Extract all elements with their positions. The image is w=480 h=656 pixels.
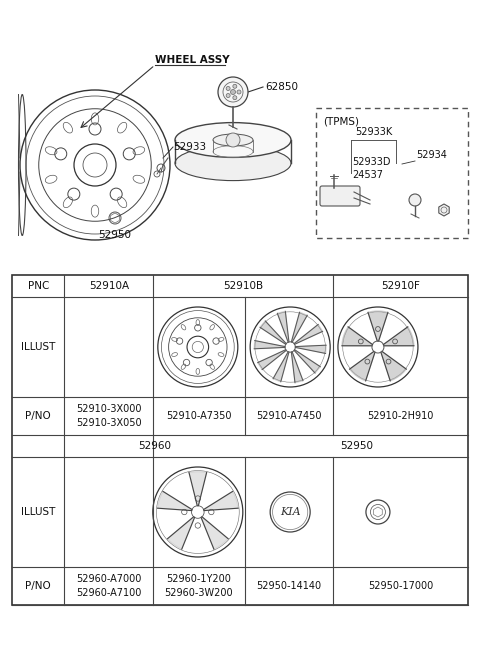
Text: P/NO: P/NO — [25, 411, 51, 421]
Circle shape — [233, 96, 237, 100]
Polygon shape — [277, 312, 289, 342]
Text: 52910A: 52910A — [89, 281, 129, 291]
Text: 52960-A7000
52960-A7100: 52960-A7000 52960-A7100 — [76, 575, 142, 598]
Bar — [316, 108, 468, 238]
Text: 52933: 52933 — [173, 142, 206, 152]
Polygon shape — [258, 350, 286, 369]
Text: (TPMS): (TPMS) — [323, 117, 359, 127]
Text: P/NO: P/NO — [25, 581, 51, 591]
Polygon shape — [260, 321, 286, 344]
Bar — [12, 275, 468, 605]
Text: KIA: KIA — [280, 507, 300, 517]
Polygon shape — [201, 517, 228, 549]
Circle shape — [218, 77, 248, 107]
Text: 52933D: 52933D — [352, 157, 391, 167]
Text: ILLUST: ILLUST — [21, 342, 55, 352]
Circle shape — [226, 94, 230, 98]
Text: 52910B: 52910B — [223, 281, 264, 291]
Polygon shape — [294, 350, 320, 373]
Text: 52950: 52950 — [98, 230, 132, 240]
Text: 52910-3X000
52910-3X050: 52910-3X000 52910-3X050 — [76, 404, 142, 428]
Circle shape — [409, 194, 421, 206]
Circle shape — [226, 133, 240, 147]
Polygon shape — [273, 352, 289, 382]
Text: 52960: 52960 — [138, 441, 171, 451]
Polygon shape — [189, 472, 207, 506]
Text: 52950-14140: 52950-14140 — [256, 581, 322, 591]
Circle shape — [233, 84, 237, 89]
Polygon shape — [168, 517, 194, 549]
Polygon shape — [291, 312, 307, 342]
FancyBboxPatch shape — [320, 186, 360, 206]
Polygon shape — [381, 352, 407, 381]
Ellipse shape — [175, 146, 291, 180]
Text: 52910-A7450: 52910-A7450 — [256, 411, 322, 421]
Polygon shape — [349, 352, 375, 381]
Polygon shape — [204, 491, 238, 510]
Polygon shape — [384, 327, 414, 346]
Polygon shape — [291, 352, 303, 382]
Circle shape — [230, 89, 236, 94]
Text: 52950-17000: 52950-17000 — [368, 581, 433, 591]
Polygon shape — [294, 325, 323, 344]
Text: 52960-1Y200
52960-3W200: 52960-1Y200 52960-3W200 — [165, 575, 233, 598]
Text: 24537: 24537 — [352, 170, 383, 180]
Ellipse shape — [213, 134, 253, 146]
Circle shape — [237, 90, 241, 94]
Text: ILLUST: ILLUST — [21, 507, 55, 517]
Text: 52950: 52950 — [340, 441, 373, 451]
Text: 52933K: 52933K — [355, 127, 393, 137]
Polygon shape — [254, 340, 285, 349]
Polygon shape — [295, 345, 326, 354]
Text: 62850: 62850 — [265, 82, 298, 92]
Text: WHEEL ASSY: WHEEL ASSY — [155, 55, 229, 65]
Ellipse shape — [175, 123, 291, 157]
Text: 52910-A7350: 52910-A7350 — [166, 411, 232, 421]
Text: PNC: PNC — [27, 281, 49, 291]
Text: 52934: 52934 — [416, 150, 447, 160]
Circle shape — [226, 87, 230, 91]
Polygon shape — [368, 311, 388, 341]
Text: 52910F: 52910F — [381, 281, 420, 291]
Polygon shape — [157, 491, 192, 510]
Text: 52910-2H910: 52910-2H910 — [368, 411, 434, 421]
Polygon shape — [342, 327, 372, 346]
